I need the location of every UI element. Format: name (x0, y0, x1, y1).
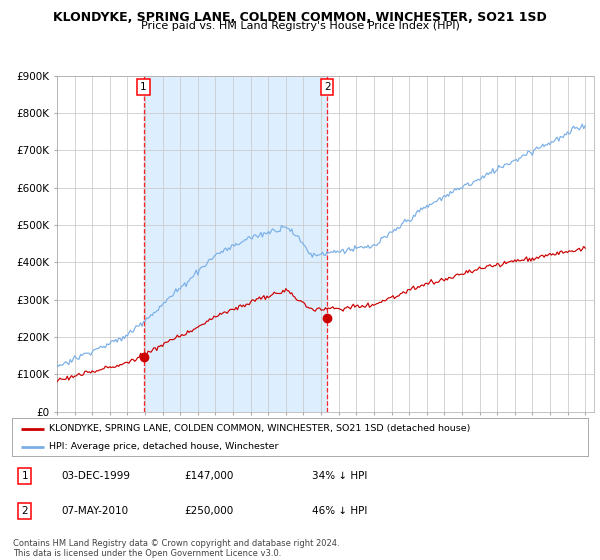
Text: 46% ↓ HPI: 46% ↓ HPI (311, 506, 367, 516)
Text: £147,000: £147,000 (185, 471, 234, 481)
Text: 2: 2 (22, 506, 28, 516)
Text: KLONDYKE, SPRING LANE, COLDEN COMMON, WINCHESTER, SO21 1SD: KLONDYKE, SPRING LANE, COLDEN COMMON, WI… (53, 11, 547, 24)
Text: 2: 2 (324, 82, 331, 92)
Text: 07-MAY-2010: 07-MAY-2010 (61, 506, 128, 516)
Text: 34% ↓ HPI: 34% ↓ HPI (311, 471, 367, 481)
Bar (143, 76, 327, 412)
Text: Price paid vs. HM Land Registry's House Price Index (HPI): Price paid vs. HM Land Registry's House … (140, 21, 460, 31)
Text: 1: 1 (22, 471, 28, 481)
Text: KLONDYKE, SPRING LANE, COLDEN COMMON, WINCHESTER, SO21 1SD (detached house): KLONDYKE, SPRING LANE, COLDEN COMMON, WI… (49, 424, 471, 433)
Text: HPI: Average price, detached house, Winchester: HPI: Average price, detached house, Winc… (49, 442, 279, 451)
Text: £250,000: £250,000 (185, 506, 234, 516)
Text: 03-DEC-1999: 03-DEC-1999 (61, 471, 130, 481)
Text: Contains HM Land Registry data © Crown copyright and database right 2024.
This d: Contains HM Land Registry data © Crown c… (13, 539, 340, 558)
Text: 1: 1 (140, 82, 147, 92)
